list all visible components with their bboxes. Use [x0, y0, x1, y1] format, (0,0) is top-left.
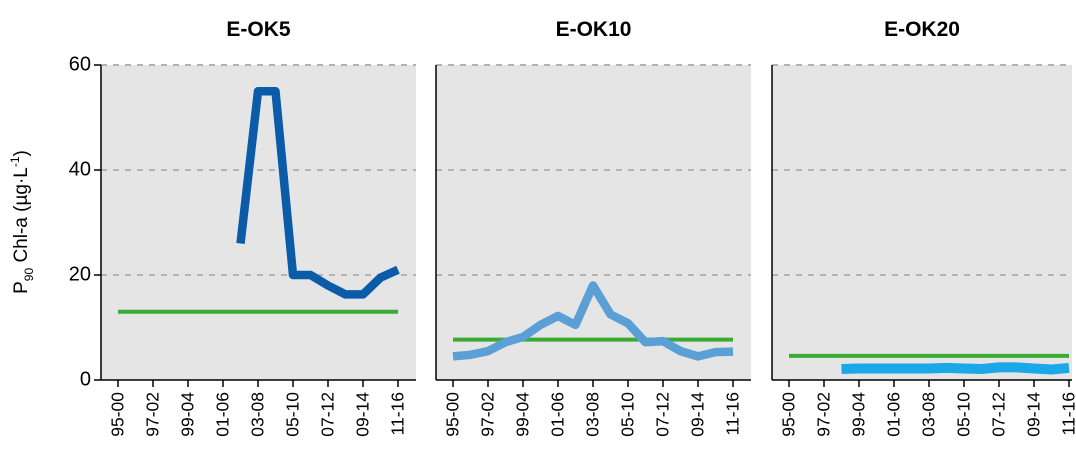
y-axis-label-sup: -1 — [8, 156, 22, 167]
x-tick-label: 07-12 — [653, 392, 673, 437]
x-tick-label: 95-00 — [108, 392, 128, 437]
x-tick-label: 07-12 — [989, 392, 1009, 437]
series-line — [236, 87, 400, 299]
y-axis-label: P90 Chl-a (µg·L-1) — [8, 150, 36, 294]
x-tick-label: 95-00 — [443, 392, 463, 437]
x-tick-label: 05-10 — [283, 392, 303, 437]
x-tick-label: 95-00 — [779, 392, 799, 437]
x-tick-label: 09-14 — [1024, 392, 1044, 437]
series-line — [841, 362, 1070, 375]
x-tick-label: 03-08 — [919, 392, 939, 437]
x-tick-label: 99-04 — [849, 392, 869, 437]
y-tick-label: 40 — [69, 158, 91, 180]
x-tick-label: 99-04 — [178, 392, 198, 437]
panel-title: E-OK20 — [884, 18, 960, 41]
series-line — [452, 281, 734, 361]
x-tick-label: 11-16 — [723, 392, 743, 435]
y-tick-label: 60 — [69, 53, 91, 75]
panel-title: E-OK5 — [226, 18, 291, 41]
panel-background — [436, 65, 751, 380]
y-tick-label: 0 — [80, 368, 91, 390]
x-tick-label: 97-02 — [143, 392, 163, 437]
x-tick-label: 09-14 — [688, 392, 708, 437]
x-tick-label: 97-02 — [814, 392, 834, 437]
panel-3: 95-00 97-02 99-04 01-06 03-08 05-10 07-12 09-14… — [771, 18, 1076, 437]
y-axis-label-rest: Chl-a (µg·L — [11, 167, 32, 268]
x-tick-label: 11-16 — [1059, 392, 1076, 435]
panel-2: 95-00 97-02 99-04 01-06 03-08 05-10 07-12 09-14… — [435, 18, 751, 437]
y-axis-label-end: ) — [11, 150, 32, 156]
y-axis-label-main: P — [11, 281, 32, 294]
x-tick-label: 07-12 — [318, 392, 338, 437]
panel-title: E-OK10 — [556, 18, 632, 41]
x-tick-label: 03-08 — [583, 392, 603, 437]
x-tick-label: 97-02 — [478, 392, 498, 437]
x-tick-label: 01-06 — [548, 392, 568, 437]
panel-background — [772, 65, 1072, 380]
x-tick-label: 11-16 — [388, 392, 408, 435]
x-tick-label: 05-10 — [618, 392, 638, 437]
x-tick-label: 99-04 — [513, 392, 533, 437]
y-tick-label: 20 — [69, 263, 91, 285]
x-tick-label: 01-06 — [884, 392, 904, 437]
x-tick-label: 05-10 — [954, 392, 974, 437]
y-axis-label-sub: 90 — [22, 268, 36, 282]
panel-1: 0 20 40 60 95-00 97-02 99-04 01-06 03-08 05-10 07-… — [69, 18, 416, 437]
panels: 0 20 40 60 95-00 97-02 99-04 01-06 03-08 05-10 07-… — [69, 18, 1076, 437]
x-tick-label: 09-14 — [353, 392, 373, 437]
x-tick-label: 03-08 — [248, 392, 268, 437]
x-tick-label: 01-06 — [213, 392, 233, 437]
